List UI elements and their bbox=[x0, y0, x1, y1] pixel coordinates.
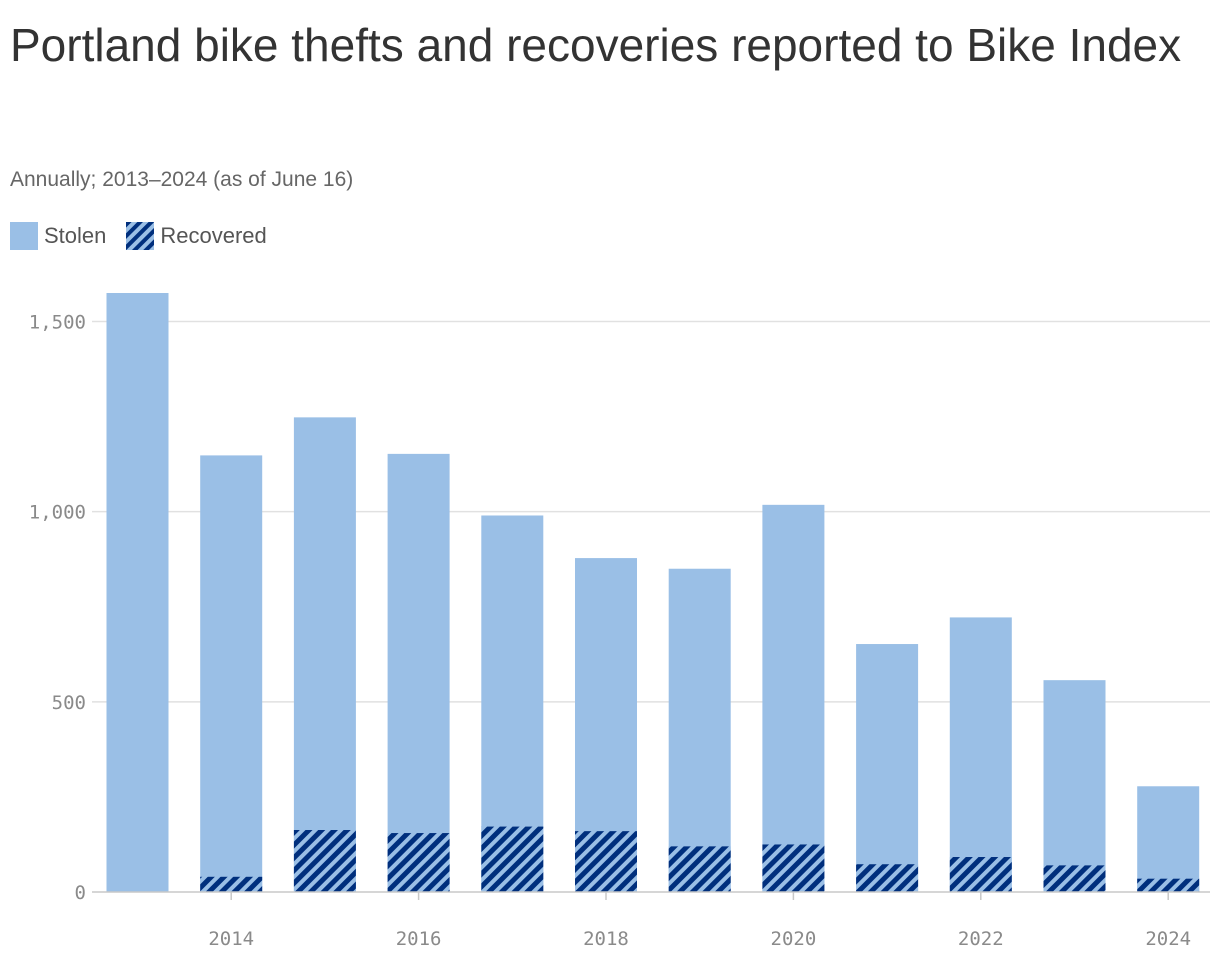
bar-stolen bbox=[106, 293, 169, 892]
bar-recovered bbox=[856, 864, 919, 892]
bar-stolen bbox=[1137, 786, 1200, 892]
bar-chart: 0 500 1,000 1,500 2014 2016 2018 2020 2022 2024 bbox=[29, 293, 1210, 950]
bar-recovered bbox=[949, 857, 1012, 892]
bar-stolen bbox=[856, 644, 919, 892]
stolen-swatch bbox=[10, 222, 38, 250]
bar-recovered bbox=[762, 844, 825, 892]
legend-item-stolen: Stolen bbox=[10, 222, 106, 250]
x-tick-label: 2022 bbox=[958, 928, 1004, 950]
legend-item-recovered: Recovered bbox=[126, 222, 267, 250]
bar-recovered bbox=[1137, 878, 1200, 892]
x-tick-label: 2024 bbox=[1145, 928, 1191, 950]
y-tick-label: 1,500 bbox=[29, 312, 86, 334]
bar-stolen bbox=[1043, 680, 1106, 892]
bar-stolen bbox=[762, 504, 825, 892]
x-tick-label: 2018 bbox=[583, 928, 629, 950]
x-tick-label: 2016 bbox=[396, 928, 442, 950]
bar-stolen bbox=[200, 455, 263, 892]
y-tick-label: 0 bbox=[75, 882, 86, 904]
chart-subtitle: Annually; 2013–2024 (as of June 16) bbox=[10, 168, 354, 191]
gridlines bbox=[92, 320, 1210, 703]
bar-recovered bbox=[293, 830, 356, 892]
y-tick-label: 1,000 bbox=[29, 502, 86, 524]
bar-recovered bbox=[481, 826, 544, 892]
bar-recovered bbox=[387, 833, 450, 892]
bar-stolen bbox=[668, 568, 731, 892]
chart-title: Portland bike thefts and recoveries repo… bbox=[10, 19, 1182, 71]
bar-recovered bbox=[1043, 865, 1106, 892]
bar-stolen bbox=[293, 417, 356, 892]
x-tick-label: 2020 bbox=[771, 928, 817, 950]
legend-label-recovered: Recovered bbox=[160, 223, 267, 248]
bar-recovered bbox=[200, 876, 263, 892]
axes: 0 500 1,000 1,500 2014 2016 2018 2020 2022 2024 bbox=[29, 312, 1210, 950]
legend-label-stolen: Stolen bbox=[44, 223, 107, 248]
bar-recovered bbox=[575, 831, 637, 892]
bar-stolen bbox=[949, 617, 1012, 892]
y-tick-label: 500 bbox=[52, 692, 86, 714]
bars bbox=[106, 293, 1200, 892]
bar-stolen bbox=[387, 453, 450, 892]
x-tick-label: 2014 bbox=[208, 928, 254, 950]
legend: Stolen Recovered bbox=[10, 222, 287, 250]
recovered-swatch bbox=[126, 222, 155, 250]
bar-recovered bbox=[668, 846, 731, 892]
